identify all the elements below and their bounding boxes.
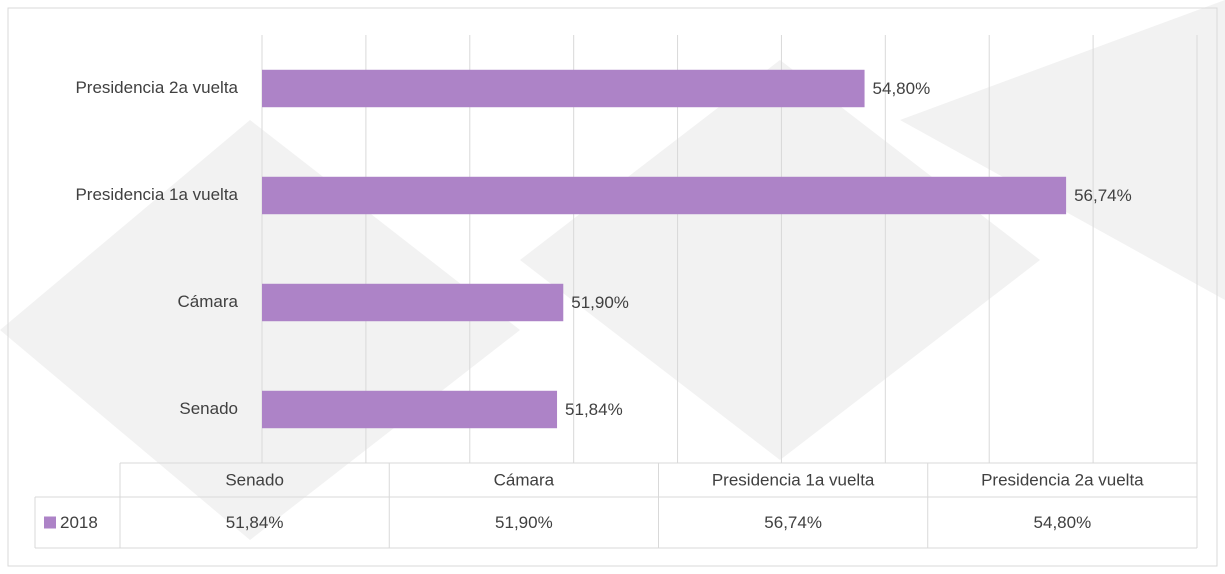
y-tick-label: Cámara <box>178 292 239 311</box>
legend-label: 2018 <box>60 513 98 532</box>
bar <box>262 390 558 429</box>
value-label: 56,74% <box>1074 186 1132 205</box>
table-value: 54,80% <box>1034 513 1092 532</box>
watermark <box>0 0 1225 540</box>
legend-swatch <box>44 516 56 529</box>
table-header: Presidencia 1a vuelta <box>712 470 875 489</box>
table-value: 56,74% <box>764 513 822 532</box>
table-value: 51,84% <box>226 513 284 532</box>
value-label: 51,84% <box>565 400 623 419</box>
chart-border <box>7 7 1218 567</box>
value-label: 51,90% <box>571 293 629 312</box>
bar <box>262 69 865 108</box>
table-header: Presidencia 2a vuelta <box>981 470 1144 489</box>
value-label: 54,80% <box>873 79 931 98</box>
bar <box>262 283 564 322</box>
table-header: Cámara <box>494 470 555 489</box>
y-tick-label: Senado <box>179 399 238 418</box>
table-value: 51,90% <box>495 513 553 532</box>
bar <box>262 176 1067 215</box>
table-header: Senado <box>225 470 284 489</box>
y-tick-label: Presidencia 1a vuelta <box>75 185 238 204</box>
y-tick-label: Presidencia 2a vuelta <box>75 78 238 97</box>
